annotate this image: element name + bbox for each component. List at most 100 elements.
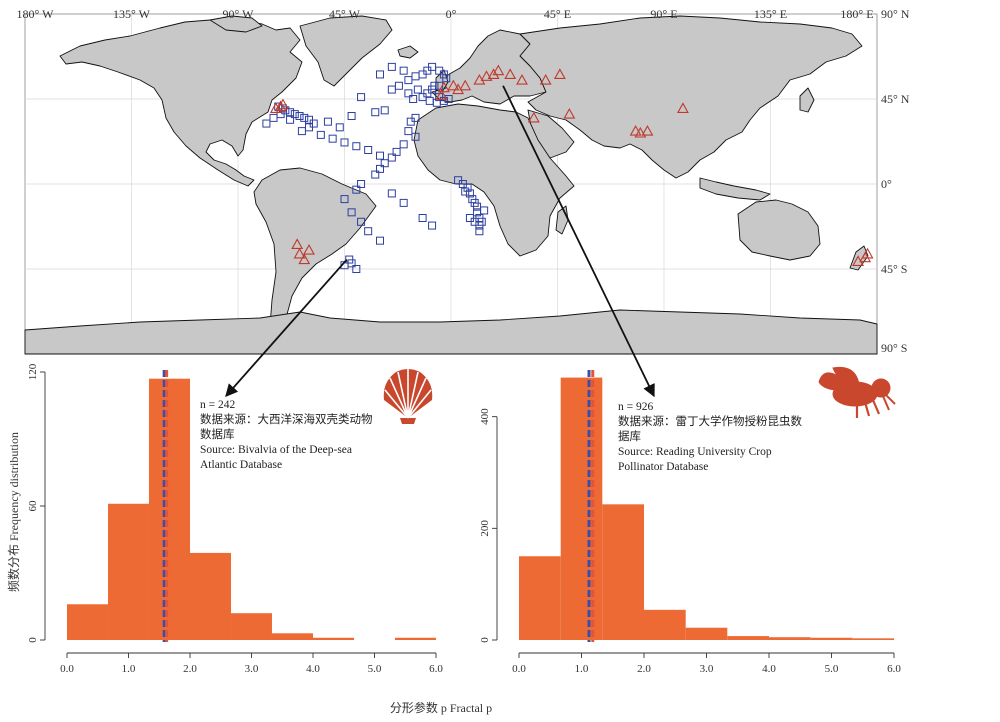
map-square-marker [399, 66, 408, 75]
longitude-label: 45° W [329, 7, 361, 21]
histogram-bar [685, 627, 728, 640]
source-label: Atlantic Database [200, 459, 282, 471]
histogram-bar [271, 633, 313, 640]
map-triangle-marker [447, 79, 460, 91]
map-triangle-marker [298, 253, 311, 265]
map-triangle-marker [676, 102, 689, 113]
map-square-marker [411, 132, 420, 141]
map-square-marker [380, 159, 389, 168]
histogram-bar [769, 637, 811, 640]
histogram-bar [190, 552, 232, 640]
histogram-bar [560, 377, 603, 640]
map-square-marker [300, 113, 309, 122]
map-square-marker [352, 142, 361, 151]
map-square-marker [352, 265, 361, 273]
world-map: 180° W 135° W 90° W 45° W 0° 45° E 90° E 135° E… [17, 7, 910, 398]
map-square-marker [286, 108, 295, 117]
map-triangle-marker [641, 124, 654, 136]
source-label: 数据库 [200, 427, 235, 441]
sample-size-label: n = 242 [200, 399, 235, 411]
x-tick-label: 0.0 [512, 663, 526, 675]
scallop-shell-icon [383, 369, 433, 424]
histogram-bar [67, 604, 109, 640]
x-tick-label: 0.0 [60, 663, 74, 675]
land-japan [799, 87, 815, 113]
y-tick-label: 0 [479, 637, 491, 643]
map-square-marker [376, 236, 384, 245]
longitude-label: 135° W [113, 7, 151, 21]
map-triangle-marker [480, 70, 493, 81]
map-square-marker [404, 127, 413, 136]
latitude-label: 0° [881, 177, 892, 191]
map-square-marker [387, 153, 396, 162]
land-south-america [253, 167, 377, 345]
latitude-label: 90° N [881, 7, 910, 21]
map-square-marker [387, 62, 396, 71]
x-tick-label: 5.0 [825, 663, 839, 675]
map-square-marker [340, 195, 349, 204]
longitude-label: 180° W [17, 7, 55, 21]
x-tick-label: 1.0 [575, 663, 589, 675]
map-square-marker [269, 113, 278, 122]
land-iceland [397, 45, 419, 59]
source-label: Source: Reading University Crop [618, 446, 772, 458]
map-square-marker [371, 108, 380, 117]
map-square-marker [399, 198, 408, 207]
map-triangle-marker [437, 81, 450, 93]
map-square-marker [406, 117, 415, 126]
longitude-label: 180° E [840, 7, 873, 21]
x-tick-label: 6.0 [429, 663, 443, 675]
x-tick-label: 1.0 [122, 663, 136, 675]
y-tick-label: 120 [27, 363, 39, 380]
map-square-marker [442, 74, 451, 83]
map-triangle-marker [634, 126, 647, 138]
map-triangle-marker [861, 247, 874, 259]
y-tick-label: 0 [27, 637, 39, 643]
land-asia [519, 15, 863, 179]
map-coordinate-labels: 180° W 135° W 90° W 45° W 0° 45° E 90° E 135° E… [17, 7, 910, 355]
map-triangle-marker [459, 79, 472, 91]
land-africa [413, 103, 575, 257]
map-square-marker [380, 106, 389, 115]
map-triangle-marker [492, 64, 505, 76]
map-square-marker [328, 134, 337, 143]
x-tick-label: 6.0 [887, 663, 901, 675]
map-square-marker [392, 147, 401, 156]
map-square-marker [347, 208, 356, 217]
map-square-marker [465, 214, 474, 222]
latitude-label: 45° N [881, 92, 910, 106]
map-triangle-marker [629, 124, 642, 136]
source-label: 数据来源：雷丁大学作物授粉昆虫数 [618, 414, 802, 428]
map-square-marker [468, 195, 477, 204]
map-square-marker [376, 164, 384, 173]
map-triangle-marker [516, 73, 528, 85]
sample-size-label: n = 926 [618, 401, 653, 413]
histogram-bivalvia: 0 60 120 0.0 1.0 2.0 3.0 4.0 5.0 6.0 n = 242数据来源：大… [27, 363, 443, 675]
histogram-bar [231, 613, 272, 640]
map-square-marker [323, 117, 332, 126]
longitude-label: 90° W [223, 7, 255, 21]
x-axis-title: 分形参数 p Fractal p [390, 700, 492, 715]
map-triangle-marker [563, 107, 576, 119]
map-square-marker [454, 176, 463, 185]
land-antarctica [24, 309, 878, 355]
map-square-marker [371, 170, 380, 179]
source-label: 据库 [618, 429, 641, 443]
map-square-marker [295, 112, 304, 120]
histogram-bar [313, 637, 355, 640]
map-square-marker [376, 151, 384, 160]
map-square-marker [286, 115, 295, 124]
x-tick-label: 4.0 [306, 663, 320, 675]
y-tick-label: 400 [479, 408, 491, 425]
latitude-label: 45° S [881, 262, 907, 276]
map-square-marker [364, 146, 373, 154]
source-label: 数据来源：大西洋深海双壳类动物 [200, 412, 373, 426]
map-triangle-marker [291, 238, 304, 249]
histogram-bar [108, 503, 149, 640]
longitude-label: 90° E [650, 7, 677, 21]
map-square-marker [357, 180, 366, 188]
map-square-marker [340, 138, 349, 147]
y-axis-title: 频数分布 Frequency distribution [6, 432, 21, 592]
map-square-marker [428, 221, 437, 230]
source-label: Source: Bivalvia of the Deep-sea [200, 444, 352, 456]
